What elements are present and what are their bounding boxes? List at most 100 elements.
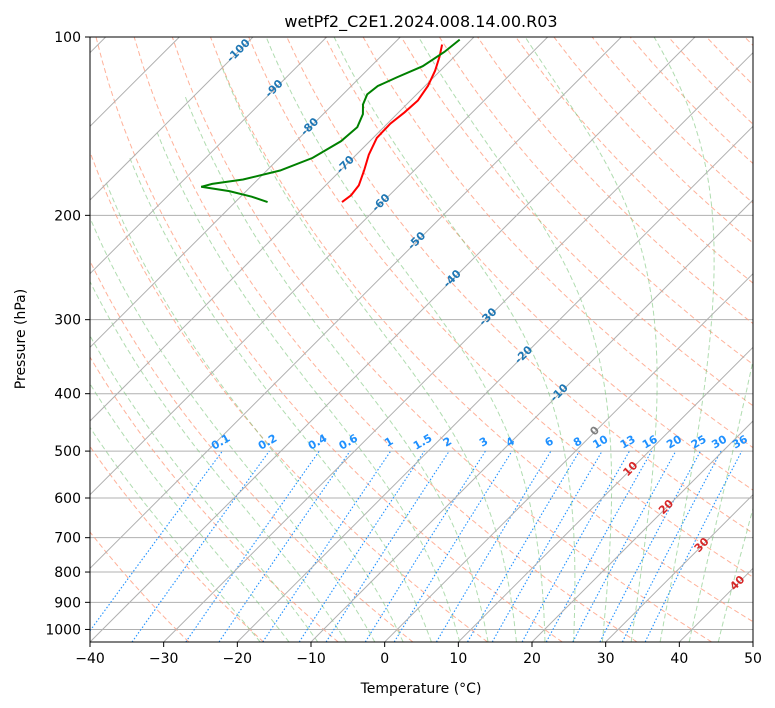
isotherm-line [90, 37, 622, 570]
x-tick-label: −20 [223, 651, 253, 667]
dry-adiabat [210, 37, 753, 623]
isotherm-line [90, 37, 475, 422]
moist-adiabat [265, 37, 546, 642]
isotherm-line [531, 420, 753, 642]
mixing-ratio-label: 1 [382, 435, 395, 450]
mixing-ratio-line [131, 450, 270, 642]
mixing-ratio-line [393, 450, 513, 642]
mixing-ratio-label: 25 [689, 433, 709, 452]
y-tick-label: 200 [54, 208, 81, 224]
isotherm-line [90, 37, 401, 349]
mixing-ratio-label: 1.5 [411, 432, 434, 453]
mixing-ratio-label: 20 [664, 432, 684, 451]
mixing-ratio-line [621, 450, 722, 642]
dry-adiabat [438, 37, 753, 366]
isotherm-lines [90, 37, 753, 642]
mixing-ratio-line [298, 450, 425, 642]
y-tick-label: 700 [54, 531, 81, 547]
y-tick-label: 900 [54, 595, 81, 611]
moist-adiabat [90, 426, 261, 642]
x-tick-label: −40 [75, 651, 105, 667]
mixing-ratio-line [521, 450, 630, 642]
mixing-ratio-label: 3 [477, 435, 490, 450]
dry-adiabat [133, 37, 638, 642]
dry-adiabat [744, 37, 753, 47]
y-axis-label: Pressure (hPa) [13, 289, 29, 389]
moist-adiabat [90, 216, 376, 642]
isotherm-line [90, 37, 328, 275]
isotherm-label: -50 [405, 229, 428, 252]
dry-adiabat [90, 259, 414, 642]
mixing-ratio-line [90, 450, 223, 632]
mixing-ratio-label: 6 [543, 434, 556, 449]
y-axis-ticks: 100 200 300 400 500 600 700 800 900 1000 [45, 30, 90, 638]
moist-adiabat [688, 358, 753, 642]
y-tick-label: 100 [54, 30, 81, 46]
mixing-ratio-line [185, 450, 320, 642]
x-axis-label: Temperature (°C) [360, 681, 482, 697]
y-tick-label: 1000 [45, 622, 81, 638]
mixing-ratio-lines [90, 450, 743, 642]
isotherm-line [310, 199, 753, 642]
mixing-ratio-label: 8 [571, 435, 584, 450]
y-tick-label: 800 [54, 565, 81, 581]
moist-adiabats [90, 37, 753, 642]
y-tick-label: 600 [54, 491, 81, 507]
isotherm-label: -100 [224, 36, 253, 65]
moist-adiabat [717, 506, 753, 642]
dry-adiabat [90, 356, 339, 642]
mixing-ratio-label: 16 [640, 432, 660, 451]
moist-adiabat [105, 180, 404, 642]
x-tick-label: 50 [744, 651, 762, 667]
x-tick-label: 40 [670, 651, 688, 667]
isotherm-label: -60 [369, 191, 392, 214]
moist-adiabat [219, 61, 517, 642]
moist-adiabat [653, 37, 715, 642]
moist-adiabat [129, 157, 432, 642]
mixing-ratio-line [262, 450, 392, 642]
x-tick-label: −10 [296, 651, 326, 667]
mixing-ratio-label: 0.1 [209, 432, 232, 453]
mixing-ratio-label: 0.2 [256, 432, 279, 453]
moist-adiabat [183, 94, 489, 642]
dry-adiabat [477, 37, 753, 325]
dry-adiabat [668, 37, 753, 125]
dry-adiabat [400, 37, 753, 407]
isotherm-line [163, 51, 753, 642]
isotherm-label: -90 [262, 77, 285, 100]
isotherm-line [236, 125, 753, 642]
x-tick-label: 0 [380, 651, 389, 667]
mixing-ratio-label: 30 [709, 432, 729, 451]
x-tick-label: 20 [523, 651, 541, 667]
mixing-ratio-label: 0.4 [306, 431, 330, 452]
dry-adiabat [90, 150, 488, 642]
isotherm-line [90, 37, 696, 642]
dry-adiabat [95, 37, 563, 642]
dry-adiabat [553, 37, 753, 244]
isotherm-line [90, 37, 549, 496]
dry-adiabat [90, 445, 264, 642]
moist-adiabat [90, 334, 319, 642]
dry-adiabat [171, 37, 712, 642]
isotherm-label: -80 [298, 115, 321, 138]
isotherm-line [605, 493, 753, 642]
isotherm-label: 20 [656, 497, 676, 517]
dry-adiabat [706, 37, 753, 86]
sounding-profiles [200, 38, 461, 204]
chart-title: wetPf2_C2E1.2024.008.14.00.R03 [284, 12, 557, 32]
isotherm-line [752, 641, 753, 642]
dry-adiabat [248, 37, 753, 578]
isotherm-line [384, 272, 753, 642]
y-tick-label: 300 [54, 313, 81, 329]
isotherm-line [457, 346, 753, 642]
mixing-ratio-line [435, 450, 552, 642]
x-axis-ticks: −40 −30 −20 −10 0 10 20 30 40 50 [75, 642, 762, 667]
dry-adiabat [90, 531, 190, 642]
y-tick-label: 400 [54, 387, 81, 403]
mixing-ratio-line [218, 450, 351, 642]
isotherm-label: -70 [334, 153, 357, 176]
x-tick-label: 30 [597, 651, 615, 667]
mixing-ratio-line [325, 450, 450, 642]
